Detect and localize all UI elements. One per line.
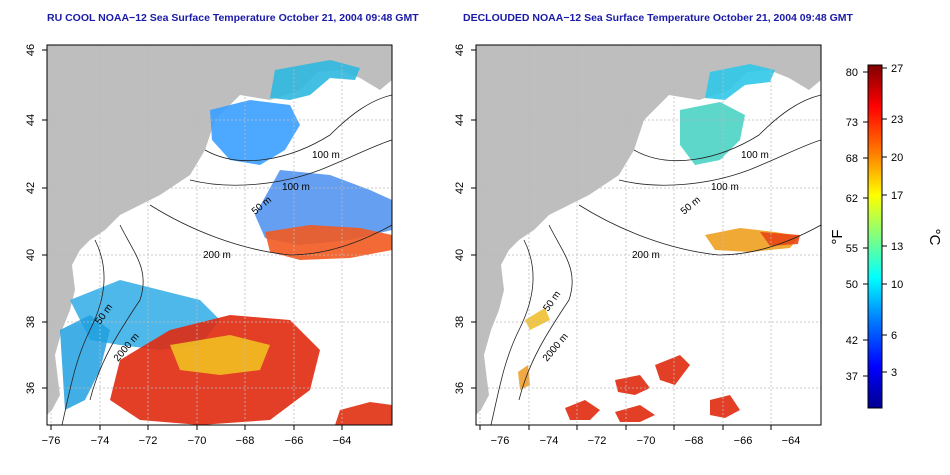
right-x-tick-label: −66	[734, 435, 753, 447]
right-y-tick-label: 46	[454, 44, 466, 56]
left-y-tick-label: 46	[25, 44, 37, 56]
land-mass	[476, 45, 821, 415]
fahrenheit-tick-label: 55	[846, 243, 858, 255]
right-y-tick-label: 36	[454, 382, 466, 394]
left-x-tick-label: −66	[285, 435, 304, 447]
celsius-tick-label: 27	[891, 63, 903, 75]
sst-south-red-4	[615, 405, 655, 422]
sst-cool-north	[270, 60, 360, 100]
left-y-tick-label: 36	[25, 382, 37, 394]
right-contour-label-100m-2: 100 m	[711, 182, 739, 193]
right-x-tick-label: −74	[540, 435, 559, 447]
celsius-axis-label: °C	[926, 229, 943, 246]
left-panel-title: RU COOL NOAA−12 Sea Surface Temperature …	[47, 12, 419, 24]
right-y-tick-label: 38	[454, 316, 466, 328]
sst-se-corner	[335, 402, 392, 425]
sst-shelf-blue	[255, 170, 392, 245]
left-y-tick-label: 40	[25, 249, 37, 261]
right-y-axis: 36 38 40 42 44 46	[454, 44, 476, 394]
sst-warm-band-red	[760, 232, 800, 246]
fahrenheit-tick-label: 37	[846, 371, 858, 383]
left-x-axis: −76 −74 −72 −70 −68 −66 −64	[42, 425, 352, 447]
fahrenheit-tick-label: 80	[846, 67, 858, 79]
sst-coastal-strip	[60, 315, 110, 410]
left-x-tick-label: −74	[91, 435, 110, 447]
sst-gulf-of-maine	[210, 100, 300, 165]
left-y-tick-label: 38	[25, 316, 37, 328]
right-x-tick-label: −72	[588, 435, 607, 447]
celsius-tick-label: 17	[891, 190, 903, 202]
left-y-tick-label: 42	[25, 182, 37, 194]
left-plot-frame	[46, 44, 393, 426]
right-panel-title: DECLOUDED NOAA−12 Sea Surface Temperatur…	[463, 12, 853, 24]
left-x-tick-label: −72	[139, 435, 158, 447]
right-x-tick-label: −70	[637, 435, 656, 447]
right-contour-label-100m-1: 100 m	[741, 150, 769, 161]
left-x-tick-label: −70	[188, 435, 207, 447]
right-bathymetry-contours	[490, 94, 821, 425]
right-y-tick-label: 40	[454, 249, 466, 261]
fahrenheit-tick-label: 68	[846, 153, 858, 165]
sst-gulf-of-maine	[680, 102, 745, 165]
right-x-tick-label: −64	[782, 435, 801, 447]
right-y-tick-label: 42	[454, 182, 466, 194]
right-map-panel: 100 m 100 m 50 m 200 m 50 m 2000 m −76 −…	[454, 44, 822, 447]
left-x-tick-label: −68	[236, 435, 255, 447]
sst-south-red-5	[710, 395, 740, 418]
right-x-tick-label: −76	[491, 435, 510, 447]
left-x-tick-label: −64	[333, 435, 352, 447]
left-gridlines	[47, 45, 392, 425]
sst-warm-band	[265, 225, 392, 260]
right-gridlines	[476, 45, 821, 425]
colorbar-gradient	[867, 64, 883, 409]
sst-coastal-yellow	[525, 308, 550, 330]
right-x-tick-label: −68	[685, 435, 704, 447]
left-contour-label-100m-1: 100 m	[312, 150, 340, 161]
celsius-tick-label: 10	[891, 279, 903, 291]
celsius-tick-label: 3	[891, 367, 897, 379]
sst-cool-north	[705, 64, 775, 100]
right-contour-label-200m: 200 m	[632, 250, 660, 261]
left-x-tick-label: −76	[42, 435, 61, 447]
sst-south-red-1	[565, 400, 600, 420]
right-x-axis: −76 −74 −72 −70 −68 −66 −64	[479, 425, 801, 447]
temperature-colorbar: 80 73 68 62 55 50 42 37 27 23 20 17 13 1…	[829, 63, 943, 409]
left-y-axis: 36 38 40 42 44 46	[25, 44, 47, 394]
right-plot-frame	[475, 44, 822, 426]
sst-south-red-3	[655, 355, 690, 385]
sst-coastal-orange	[518, 365, 530, 390]
left-contour-label-200m: 200 m	[203, 250, 231, 261]
left-y-tick-label: 44	[25, 114, 37, 126]
fahrenheit-axis-label: °F	[829, 229, 846, 244]
left-contour-label-100m-2: 100 m	[282, 182, 310, 193]
fahrenheit-tick-label: 62	[846, 193, 858, 205]
land-mass	[47, 45, 392, 415]
fahrenheit-tick-label: 50	[846, 279, 858, 291]
right-y-tick-label: 44	[454, 114, 466, 126]
celsius-tick-label: 20	[891, 152, 903, 164]
left-bathymetry-contours	[61, 94, 392, 425]
celsius-tick-label: 13	[891, 241, 903, 253]
left-map-panel: 100 m 100 m 50 m 200 m 50 m 2000 m −76 −…	[25, 44, 393, 447]
sst-south-red-2	[615, 375, 650, 395]
celsius-tick-label: 23	[891, 114, 903, 126]
fahrenheit-tick-label: 73	[846, 117, 858, 129]
fahrenheit-tick-label: 42	[846, 335, 858, 347]
celsius-tick-label: 6	[891, 330, 897, 342]
